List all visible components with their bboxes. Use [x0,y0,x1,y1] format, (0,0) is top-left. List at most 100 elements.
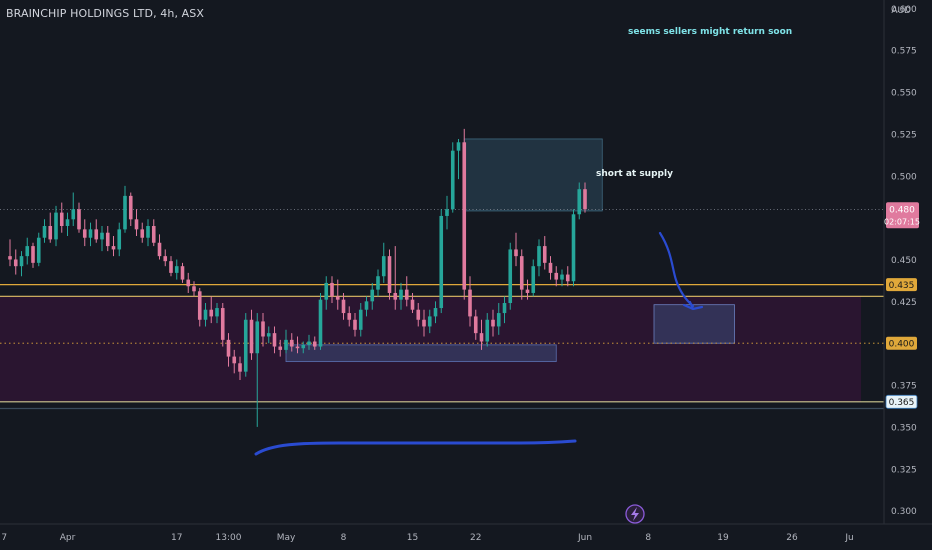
candle [261,313,265,347]
candle-body [255,321,260,354]
candle [514,232,518,267]
candle-body [215,308,219,317]
candle-body [577,189,582,215]
zone-target [653,304,735,344]
candle [427,309,432,334]
candle [157,234,162,260]
candle-body [583,189,587,210]
candle-body [284,339,288,350]
candle-body [416,309,421,320]
candle-body [358,309,363,330]
candle-body [128,195,133,220]
candle-body [301,344,306,349]
candle [289,333,294,352]
candle [220,303,225,347]
candle-body [261,321,265,337]
candle [117,222,122,257]
candle-body [100,232,104,240]
candle-body [82,229,87,238]
candle [370,282,375,310]
candle-body [134,219,139,230]
candle [272,326,277,354]
candle-body [571,214,576,282]
candle-body [59,212,64,227]
candle [537,239,541,277]
candle [404,276,409,307]
candle [318,292,323,350]
current-price-tag-bg [886,202,919,229]
candle-body [88,229,93,238]
candle-body [117,229,122,250]
candle-body [243,319,248,372]
time-tick-label: 8 [341,533,347,543]
candle [59,202,64,233]
price-tick-label: 0.425 [891,298,917,308]
time-tick-label: 26 [786,533,798,543]
candle [347,306,352,327]
price-tick-label: 0.525 [891,130,917,140]
candle-body [508,249,513,304]
time-tick-label: Apr [60,533,76,543]
candle-body [450,150,455,210]
candle [278,339,283,357]
candle [169,256,173,277]
candle [77,202,81,233]
candle-body [312,341,317,347]
candle-body [531,266,536,293]
candle-body [186,279,191,287]
candle [111,236,116,257]
candle-body [376,276,380,290]
candle-body [565,274,570,282]
candle [433,301,438,324]
lightning-icon[interactable] [625,504,645,524]
candle-body [341,299,346,314]
price-tick-label: 0.450 [891,256,917,266]
candle [151,219,156,247]
candle-body [387,256,392,293]
candle [255,313,260,427]
time-tick-label: 8 [645,533,651,543]
candle-body [370,289,375,302]
candle [180,262,185,283]
supply-note[interactable]: short at supply [596,169,673,179]
sellers-note[interactable]: seems sellers might return soon [628,27,793,37]
symbol-header: BRAINCHIP HOLDINGS LTD, 4h, ASX [6,7,204,20]
candle-body [347,313,352,320]
candle [445,195,449,230]
candle-body [324,282,329,300]
candle [548,256,553,280]
candle-body [439,215,444,309]
candle [19,251,24,277]
candle [525,279,530,300]
candle-body [485,319,490,342]
candle-body [31,246,35,263]
candle [485,313,490,347]
candle [232,349,237,374]
candle [456,138,461,180]
candle-body [19,256,24,267]
candle [284,329,288,354]
candle [215,303,219,324]
candle [577,182,582,220]
time-tick-label: May [277,533,296,543]
countdown-tag: 02:07:15 [884,217,920,226]
candle [376,269,380,297]
candle-body [542,246,547,263]
candle-body [307,341,311,345]
time-axis[interactable]: 7 Apr 17 13:00 May 8 15 22 Jun 8 19 26 Ju [1,533,853,543]
price-tick-label: 0.550 [891,89,917,99]
candle-body [151,226,156,243]
time-tick-label: 19 [717,533,729,543]
candle-body [13,259,18,267]
candle-body [105,232,110,247]
time-tick-label: Jun [577,533,592,543]
level-tag-2: 0.400 [889,339,915,349]
candle [82,219,87,247]
candle-body [174,266,179,273]
candle [450,142,455,213]
zones-layer [0,138,861,402]
candle [8,239,12,267]
candle-body [278,346,283,350]
candle-body [399,289,403,300]
